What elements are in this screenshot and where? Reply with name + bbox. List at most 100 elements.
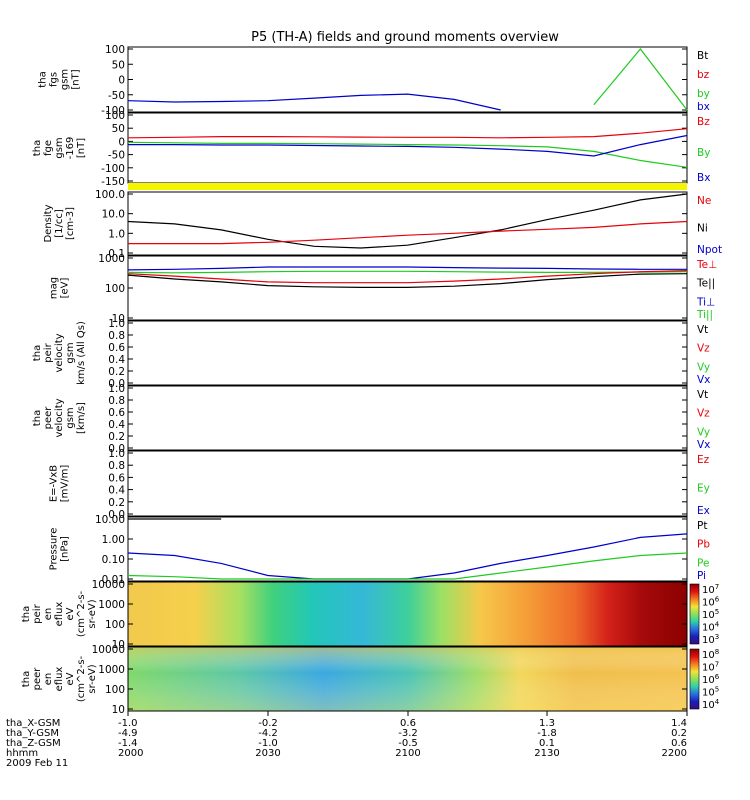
fgs-tick-label: -50 <box>108 90 125 102</box>
time-row-value: 2000 <box>118 748 143 759</box>
efield-tick-label: 0.6 <box>108 472 125 484</box>
fge-legend-0: Bz <box>697 116 710 128</box>
svg-text:104: 104 <box>702 698 720 711</box>
efield-tick-label: 0.0 <box>108 509 125 521</box>
time-row-value: -1.0 <box>258 738 278 749</box>
time-row-value: 2130 <box>534 748 559 759</box>
ve-tick-label: 0.2 <box>108 431 125 443</box>
time-row-label: tha_X-GSM <box>6 718 60 729</box>
ispec-ylabel: tha peir en eflux eV (cm^2-s-sr-eV) <box>21 590 98 637</box>
fge-frame <box>127 112 688 184</box>
temp-tick-label: 100 <box>105 283 125 295</box>
pressure-tick-label: 0.01 <box>102 574 125 586</box>
density-series-Ni <box>127 193 688 249</box>
espec-tick-label: 100 <box>105 684 125 696</box>
svg-text:tha: tha <box>32 140 43 156</box>
svg-text:Pressure: Pressure <box>49 528 60 571</box>
fge-tick-label: -150 <box>101 176 125 188</box>
vi-legend-0: Vt <box>697 324 708 336</box>
svg-text:en: en <box>43 673 54 686</box>
svg-text:tha: tha <box>21 606 32 622</box>
temp-tick-label: 1000 <box>98 253 125 265</box>
flag-bar <box>128 183 687 190</box>
panel-vi: 1.00.80.60.40.20.0 tha peir velocity gsm km/s… <box>32 318 710 390</box>
svg-text:107: 107 <box>702 583 719 596</box>
svg-text:peir: peir <box>32 603 43 623</box>
fgs-tick-label: 50 <box>112 59 125 71</box>
svg-text:[mV/m]: [mV/m] <box>60 465 71 503</box>
fge-ylabel: tha fge gsm -169 [nT] <box>32 137 87 160</box>
svg-text:en: en <box>43 608 54 621</box>
svg-text:108: 108 <box>702 648 719 661</box>
ve-legend-2: Vy <box>697 426 710 438</box>
svg-text:tha: tha <box>32 345 43 361</box>
time-row-value: 0.2 <box>671 728 687 739</box>
fgs-legend-2: by <box>697 88 710 100</box>
temp-tick-label: 10 <box>112 313 125 325</box>
panel-efield: 1.00.80.60.40.20.0 E=-VxB [mV/m] Ez Ey Ex <box>49 448 710 521</box>
time-row-value: -1.4 <box>118 738 138 749</box>
fgs-frame <box>127 46 688 113</box>
vi-ylabel: tha peir velocity gsm km/s (All Qs) <box>32 321 87 385</box>
fgs-tick-label: 0 <box>118 75 125 87</box>
espec-tick-label: 10 <box>112 704 125 716</box>
svg-text:-169: -169 <box>65 137 76 160</box>
svg-text:107: 107 <box>702 661 719 674</box>
svg-text:gsm: gsm <box>65 407 76 428</box>
ispec-frame <box>127 581 688 647</box>
ve-legend-0: Vt <box>697 389 708 401</box>
fge-tick-label: -50 <box>108 150 125 162</box>
svg-text:mag: mag <box>49 277 60 299</box>
svg-text:tha: tha <box>32 410 43 426</box>
density-legend-0: Ne <box>697 195 711 207</box>
fge-series-Bz <box>127 128 688 139</box>
svg-text:tha: tha <box>38 71 49 87</box>
vi-tick-label: 0.4 <box>108 354 125 366</box>
fgs-legend-0: Bt <box>697 50 708 62</box>
pressure-tick-label: 10.00 <box>95 514 125 526</box>
svg-text:105: 105 <box>702 608 719 621</box>
svg-text:[km/s]: [km/s] <box>76 402 87 434</box>
vi-tick-label: 0.6 <box>108 342 125 354</box>
fge-series-By <box>127 141 688 168</box>
ve-legend-1: Vz <box>697 408 710 420</box>
ve-frame <box>127 385 688 451</box>
svg-text:eflux: eflux <box>54 602 65 627</box>
ve-tick-label: 0.4 <box>108 419 125 431</box>
svg-text:(cm^2-s-: (cm^2-s- <box>76 590 87 637</box>
svg-text:104: 104 <box>702 621 720 634</box>
vi-tick-label: 0.8 <box>108 330 125 342</box>
efield-legend-1: Ey <box>697 483 710 495</box>
fgs-legend-1: bz <box>697 69 710 81</box>
svg-text:sr-eV): sr-eV) <box>87 664 98 693</box>
espec-tick-label: 10000 <box>92 644 125 656</box>
svg-text:gsm: gsm <box>65 342 76 363</box>
time-row-label: tha_Z-GSM <box>6 738 61 749</box>
vi-tick-label: 0.0 <box>108 378 125 390</box>
efield-frame <box>127 450 688 517</box>
fgs-series-bx <box>127 93 501 111</box>
date-label: 2009 Feb 11 <box>6 758 68 769</box>
vi-tick-label: 0.2 <box>108 366 125 378</box>
svg-text:velocity: velocity <box>54 333 65 372</box>
efield-tick-label: 0.4 <box>108 485 125 497</box>
svg-text:106: 106 <box>702 673 720 686</box>
ve-tick-label: 0.8 <box>108 395 125 407</box>
efield-tick-label: 1.0 <box>108 448 125 460</box>
time-row-value: 0.6 <box>400 718 416 729</box>
svg-text:peer: peer <box>43 406 54 430</box>
fgs-series-by <box>593 48 688 111</box>
efield-ylabel: E=-VxB [mV/m] <box>49 465 71 503</box>
pressure-tick-label: 1.00 <box>102 534 125 546</box>
time-row-label: hhmm <box>6 748 38 759</box>
svg-text:E=-VxB: E=-VxB <box>49 465 60 502</box>
efield-tick-label: 0.2 <box>108 497 125 509</box>
time-row-value: -0.2 <box>258 718 278 729</box>
fgs-tick-label: 100 <box>105 44 125 56</box>
pressure-series-Pe <box>127 552 688 580</box>
svg-text:tha: tha <box>21 671 32 687</box>
